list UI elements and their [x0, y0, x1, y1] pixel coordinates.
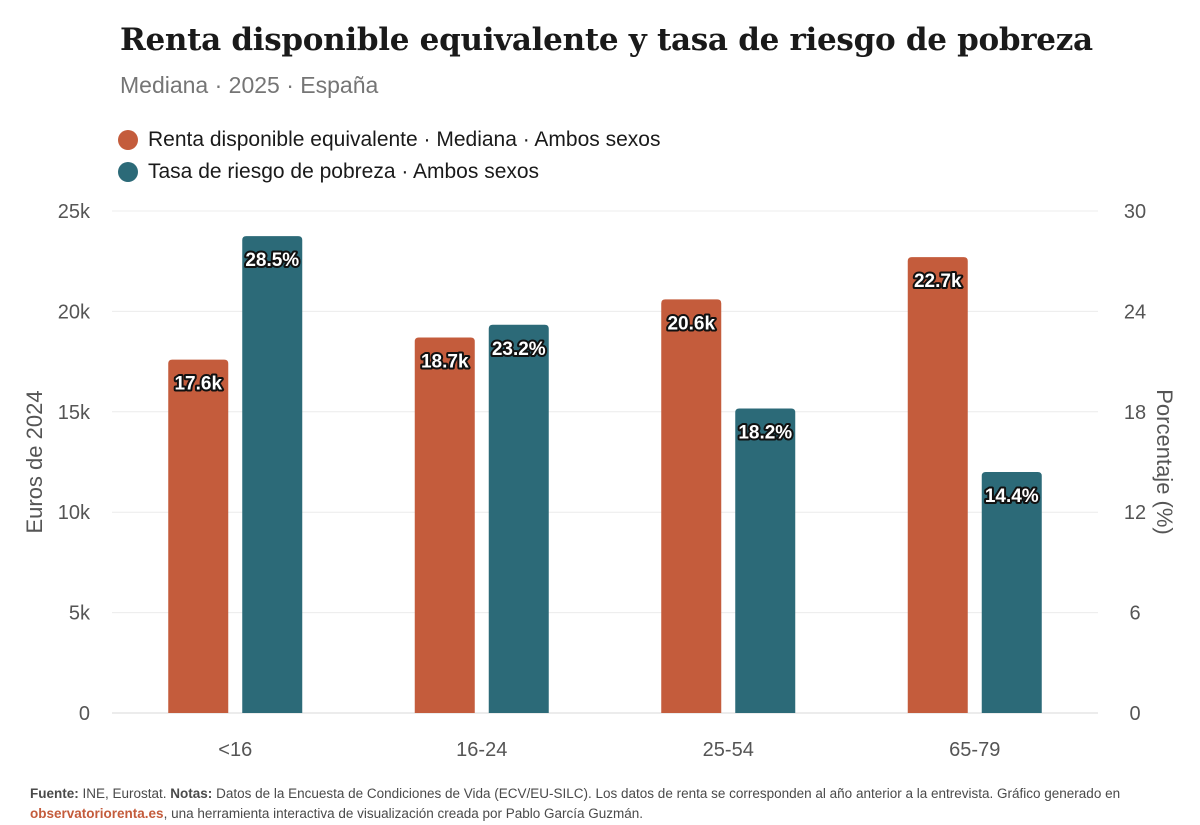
legend-item-renta[interactable]: Renta disponible equivalente · Mediana ·…: [118, 124, 660, 156]
footer-notas-label: Notas:: [170, 786, 213, 801]
bar-tasa: [735, 408, 796, 713]
footer-fuente-text: INE, Eurostat.: [78, 786, 171, 801]
y-tick-label: 5k: [69, 603, 91, 625]
legend-swatch-tasa: [118, 162, 138, 182]
bar-tasa: [488, 324, 549, 713]
y2-tick-label: 24: [1124, 301, 1146, 323]
chart-title: Renta disponible equivalente y tasa de r…: [120, 22, 1093, 58]
legend-label-tasa: Tasa de riesgo de pobreza · Ambos sexos: [148, 160, 540, 183]
y2-tick-label: 18: [1124, 402, 1146, 424]
legend-label-renta: Renta disponible equivalente · Mediana ·…: [148, 128, 661, 151]
y-tick-label: 25k: [58, 201, 91, 223]
y-tick-label: 15k: [58, 402, 91, 424]
bar-renta: [414, 337, 475, 713]
footer-notas-text: Datos de la Encuesta de Condiciones de V…: [212, 786, 1121, 801]
footer-note: Fuente: INE, Eurostat. Notas: Datos de l…: [30, 784, 1180, 824]
bar-chart: 0 5k 10k 15k 20k 25k 0 6 12 18 24 30 Euros de 2024 Po…: [22, 201, 1177, 761]
y2-tick-label: 30: [1124, 201, 1146, 223]
y-tick-label: 20k: [58, 301, 91, 323]
x-tick-label: <16: [218, 739, 252, 761]
bar-renta: [661, 299, 722, 713]
data-label-tasa: 28.5%: [245, 250, 299, 271]
y-axis-title: Euros de 2024: [22, 390, 47, 533]
x-tick-label: 25-54: [703, 739, 754, 761]
bar-renta: [168, 359, 229, 713]
data-label-tasa: 14.4%: [985, 486, 1039, 507]
legend: Renta disponible equivalente · Mediana ·…: [118, 124, 660, 188]
footer-fuente-label: Fuente:: [30, 786, 79, 801]
data-label-tasa: 18.2%: [738, 422, 792, 443]
x-tick-label: 16-24: [456, 739, 507, 761]
data-label-renta: 18.7k: [421, 352, 469, 373]
chart-subtitle: Mediana · 2025 · España: [120, 72, 379, 98]
y2-tick-label: 12: [1124, 502, 1146, 524]
bar-renta: [907, 257, 968, 713]
y2-tick-label: 6: [1129, 603, 1140, 625]
data-label-renta: 20.6k: [667, 313, 715, 334]
data-label-renta: 17.6k: [174, 374, 222, 395]
y2-tick-label: 0: [1129, 703, 1140, 725]
y-tick-label: 0: [79, 703, 90, 725]
y-tick-label: 10k: [58, 502, 91, 524]
legend-item-tasa[interactable]: Tasa de riesgo de pobreza · Ambos sexos: [118, 156, 660, 188]
footer-tail-text: , una herramienta interactiva de visuali…: [163, 806, 644, 821]
data-label-tasa: 23.2%: [492, 339, 546, 360]
bar-tasa: [981, 472, 1042, 713]
x-tick-label: 65-79: [949, 739, 1000, 761]
legend-swatch-renta: [118, 130, 138, 150]
y2-axis-title: Porcentaje (%): [1152, 389, 1177, 535]
bar-tasa: [242, 236, 303, 713]
footer-site-link[interactable]: observatoriorenta.es: [30, 806, 164, 821]
data-label-renta: 22.7k: [914, 271, 962, 292]
